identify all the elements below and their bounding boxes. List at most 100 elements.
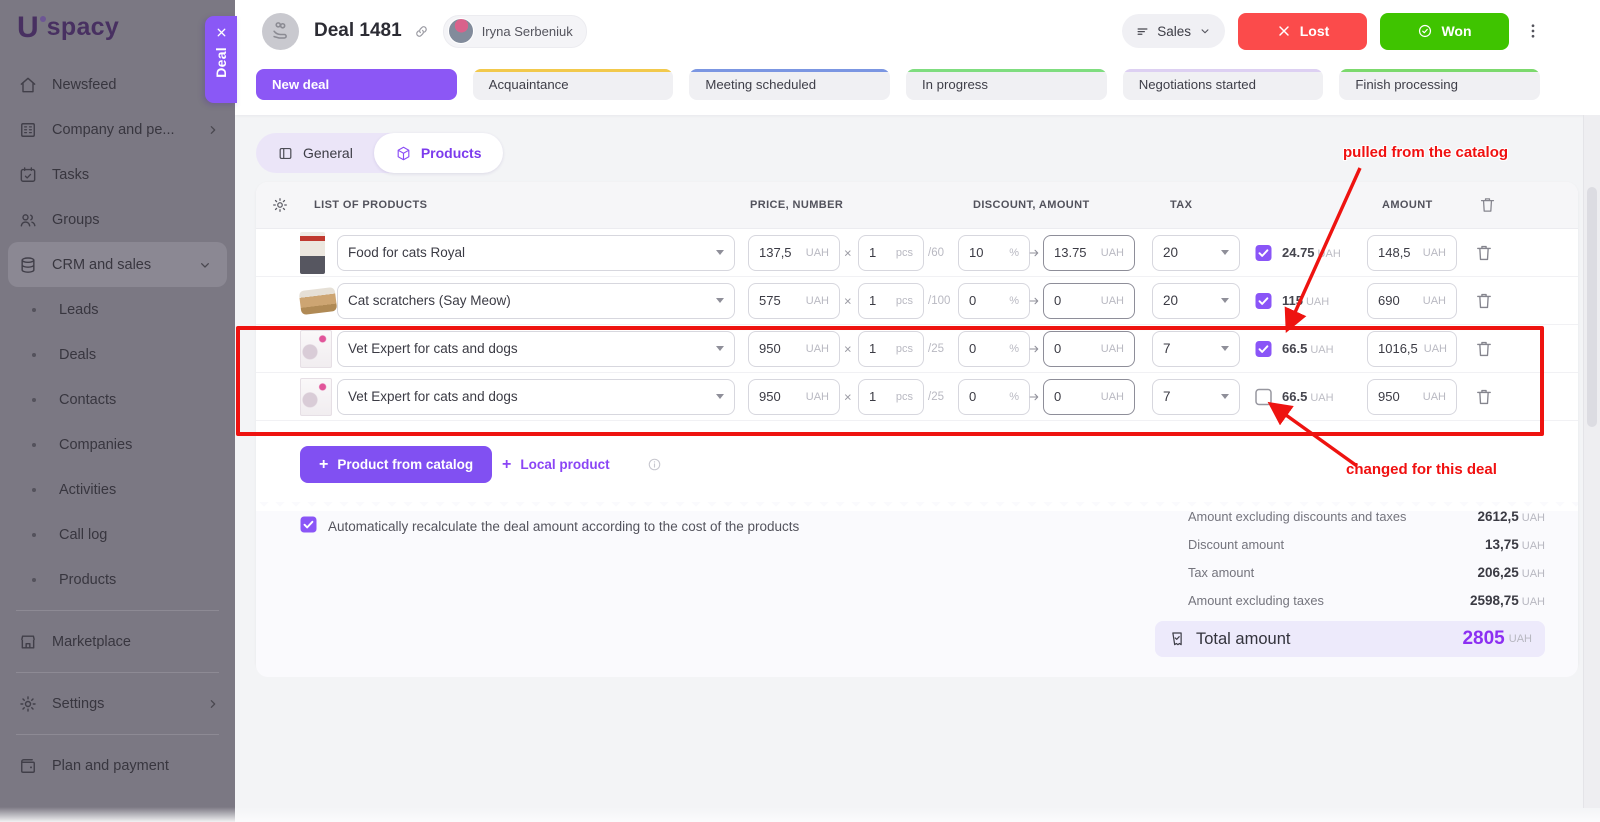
sidebar-item-groups[interactable]: Groups	[0, 197, 235, 242]
sidebar-item-marketplace[interactable]: Marketplace	[0, 619, 235, 664]
tax-amount: 66.5 UAH	[1282, 340, 1334, 356]
quantity-input[interactable]: 1 pcs	[858, 282, 924, 319]
sidebar-item-companies[interactable]: Companies	[0, 422, 235, 467]
tax-included-checkbox[interactable]	[1255, 244, 1272, 261]
tax-included-checkbox[interactable]	[1255, 340, 1272, 357]
local-product-button[interactable]: + Local product	[496, 446, 616, 483]
stage-finish-processing[interactable]: Finish processing	[1339, 69, 1541, 100]
sidebar-item-contacts[interactable]: Contacts	[0, 377, 235, 422]
column-discount-amount: DISCOUNT, AMOUNT	[973, 199, 1090, 211]
lost-button[interactable]: Lost	[1238, 12, 1367, 50]
plus-icon: +	[319, 455, 329, 473]
owner-chip[interactable]: Iryna Serbeniuk	[442, 14, 587, 48]
sidebar-item-activities[interactable]: Activities	[0, 467, 235, 512]
price-input[interactable]: 950 UAH	[748, 378, 840, 415]
sidebar-item-label: Call log	[59, 526, 108, 543]
delete-all-trash-icon[interactable]	[1478, 196, 1497, 215]
tax-select[interactable]: 20	[1152, 234, 1240, 271]
discount-percent-input[interactable]: 10%	[958, 234, 1030, 271]
sidebar-item-label: Products	[59, 571, 117, 588]
stage-label: Finish processing	[1355, 77, 1458, 92]
summary-line-unit: UAH	[1521, 512, 1545, 524]
main-panel: Deal 1481 Iryna Serbeniuk Sales	[235, 0, 1600, 822]
discount-amount-input[interactable]: 0 UAH	[1043, 330, 1135, 367]
tax-select[interactable]: 20	[1152, 282, 1240, 319]
price-input[interactable]: 575 UAH	[748, 282, 840, 319]
sidebar-item-settings[interactable]: Settings	[0, 681, 235, 726]
store-icon	[18, 632, 38, 652]
summary-line-unit: UAH	[1521, 568, 1545, 580]
crm-icon	[18, 255, 38, 275]
amount-input[interactable]: 148,5 UAH	[1367, 234, 1457, 271]
product-select[interactable]: Cat scratchers (Say Meow)	[337, 282, 735, 319]
stage-accent-bar	[1122, 69, 1324, 72]
product-select[interactable]: Food for cats Royal	[337, 234, 735, 271]
trash-icon[interactable]	[1474, 387, 1494, 407]
product-select[interactable]: Vet Expert for cats and dogs	[337, 378, 735, 415]
product-from-catalog-button[interactable]: + Product from catalog	[300, 446, 493, 483]
arrow-right-icon	[1028, 390, 1041, 403]
sidebar-item-crm-and-sales[interactable]: CRM and sales	[8, 242, 227, 287]
deal-side-tab[interactable]: Deal	[205, 16, 237, 103]
sidebar-item-company-and-pe[interactable]: Company and pe...	[0, 107, 235, 152]
discount-percent-input[interactable]: 0%	[958, 282, 1030, 319]
sidebar-divider	[16, 610, 219, 611]
tab-products[interactable]: Products	[373, 133, 503, 173]
won-button[interactable]: Won	[1380, 12, 1509, 50]
info-icon[interactable]	[647, 457, 662, 472]
sidebar-divider	[16, 672, 219, 673]
stage-negotiations-started[interactable]: Negotiations started	[1122, 69, 1324, 100]
sidebar-item-label: Leads	[59, 301, 99, 318]
tax-select[interactable]: 7	[1152, 378, 1240, 415]
sidebar-item-leads[interactable]: Leads	[0, 287, 235, 332]
stage-in-progress[interactable]: In progress	[906, 69, 1107, 100]
tax-included-checkbox[interactable]	[1255, 292, 1272, 309]
close-icon[interactable]	[215, 26, 228, 39]
sidebar-item-call-log[interactable]: Call log	[0, 512, 235, 557]
quantity-input[interactable]: 1 pcs	[858, 330, 924, 367]
discount-percent-input[interactable]: 0%	[958, 330, 1030, 367]
amount-input[interactable]: 950 UAH	[1367, 378, 1457, 415]
sidebar-item-tasks[interactable]: Tasks	[0, 152, 235, 197]
funnel-selector[interactable]: Sales	[1122, 14, 1225, 48]
kebab-menu-icon[interactable]	[1524, 20, 1542, 42]
price-input[interactable]: 950 UAH	[748, 330, 840, 367]
stock-available: /100	[928, 294, 951, 307]
sidebar-item-deals[interactable]: Deals	[0, 332, 235, 377]
link-icon[interactable]	[413, 23, 430, 40]
bullet-icon	[32, 397, 36, 402]
product-select[interactable]: Vet Expert for cats and dogs	[337, 330, 735, 367]
auto-recalc-checkbox[interactable]	[300, 516, 317, 533]
amount-input[interactable]: 690 UAH	[1367, 282, 1457, 319]
tab-general[interactable]: General	[256, 133, 374, 173]
discount-amount-input[interactable]: 0 UAH	[1043, 378, 1135, 415]
trash-icon[interactable]	[1474, 243, 1494, 263]
discount-percent-input[interactable]: 0%	[958, 378, 1030, 415]
amount-input[interactable]: 1016,5 UAH	[1367, 330, 1457, 367]
sidebar-item-plan-and-payment[interactable]: Plan and payment	[0, 743, 235, 788]
tax-select[interactable]: 7	[1152, 330, 1240, 367]
stage-label: Acquaintance	[488, 77, 569, 92]
discount-amount-input[interactable]: 0 UAH	[1043, 282, 1135, 319]
plus-icon: +	[502, 455, 512, 473]
price-input[interactable]: 137,5 UAH	[748, 234, 840, 271]
stage-meeting-scheduled[interactable]: Meeting scheduled	[689, 69, 891, 100]
discount-amount-input[interactable]: 13.75 UAH	[1043, 234, 1135, 271]
pipeline-stages: New deal Acquaintance Meeting scheduled In …	[256, 69, 1541, 100]
scrollbar-thumb[interactable]	[1587, 187, 1597, 427]
trash-icon[interactable]	[1474, 291, 1494, 311]
stage-new-deal[interactable]: New deal	[256, 69, 457, 100]
sidebar-item-newsfeed[interactable]: Newsfeed	[0, 62, 235, 107]
table-settings-gear-icon[interactable]	[271, 196, 289, 214]
scrollbar-track[interactable]	[1583, 115, 1600, 808]
tax-included-checkbox[interactable]	[1255, 388, 1272, 405]
annotation-pulled-label: pulled from the catalog	[1343, 144, 1509, 161]
trash-icon[interactable]	[1474, 339, 1494, 359]
stage-acquaintance[interactable]: Acquaintance	[472, 69, 674, 100]
quantity-input[interactable]: 1 pcs	[858, 378, 924, 415]
column-amount: AMOUNT	[1382, 199, 1433, 211]
summary-line: Amount excluding taxes 2598,75 UAH	[1188, 593, 1545, 612]
sidebar-item-products[interactable]: Products	[0, 557, 235, 602]
chevron-down-icon	[1221, 346, 1229, 351]
quantity-input[interactable]: 1 pcs	[858, 234, 924, 271]
